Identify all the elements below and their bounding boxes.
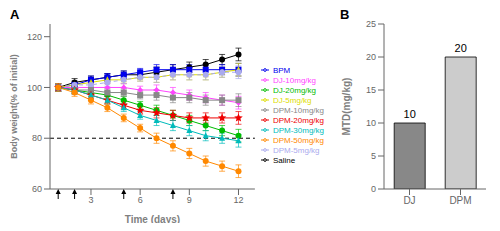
html-text:DJ-5mg/kg: DJ-5mg/kg — [272, 95, 312, 105]
svg-text:80: 80 — [32, 133, 42, 143]
svg-text:0: 0 — [371, 184, 376, 194]
svg-text:120: 120 — [27, 32, 42, 42]
html-text:DJ-10mg/kg: DJ-10mg/kg — [272, 75, 316, 85]
html-text:DPM-30mg/kg: DPM-30mg/kg — [272, 125, 324, 135]
svg-text:DJ: DJ — [403, 195, 415, 206]
html-text:DPM-10mg/kg: DPM-10mg/kg — [272, 105, 324, 115]
html-text:DPM-5mg/kg: DPM-5mg/kg — [272, 145, 320, 155]
svg-text:6: 6 — [138, 195, 143, 205]
html-text:A: A — [10, 7, 20, 22]
svg-text:12: 12 — [233, 195, 243, 205]
svg-text:Body weight(% of initial): Body weight(% of initial) — [9, 54, 19, 159]
svg-text:3: 3 — [88, 195, 93, 205]
html-text:B: B — [340, 7, 350, 22]
svg-text:100: 100 — [27, 83, 42, 93]
svg-text:20: 20 — [366, 52, 376, 62]
svg-text:MTD(mg/kg): MTD(mg/kg) — [341, 78, 352, 136]
svg-text:9: 9 — [187, 195, 192, 205]
svg-text:DPM: DPM — [449, 195, 471, 206]
svg-text:10: 10 — [366, 118, 376, 128]
html-text:Saline: Saline — [272, 155, 296, 165]
svg-text:15: 15 — [366, 85, 376, 95]
svg-text:10: 10 — [404, 108, 416, 120]
svg-text:Time (days): Time (days) — [125, 214, 180, 223]
html-text:DJ-20mg/kg: DJ-20mg/kg — [272, 85, 316, 95]
svg-text:20: 20 — [455, 42, 467, 54]
svg-text:5: 5 — [371, 151, 376, 161]
html-text:DPM-20mg/kg: DPM-20mg/kg — [272, 115, 324, 125]
svg-text:25: 25 — [366, 19, 376, 29]
svg-text:60: 60 — [32, 184, 42, 194]
html-text:DPM-50mg/kg: DPM-50mg/kg — [272, 135, 324, 145]
html-text:BPM: BPM — [272, 65, 291, 75]
